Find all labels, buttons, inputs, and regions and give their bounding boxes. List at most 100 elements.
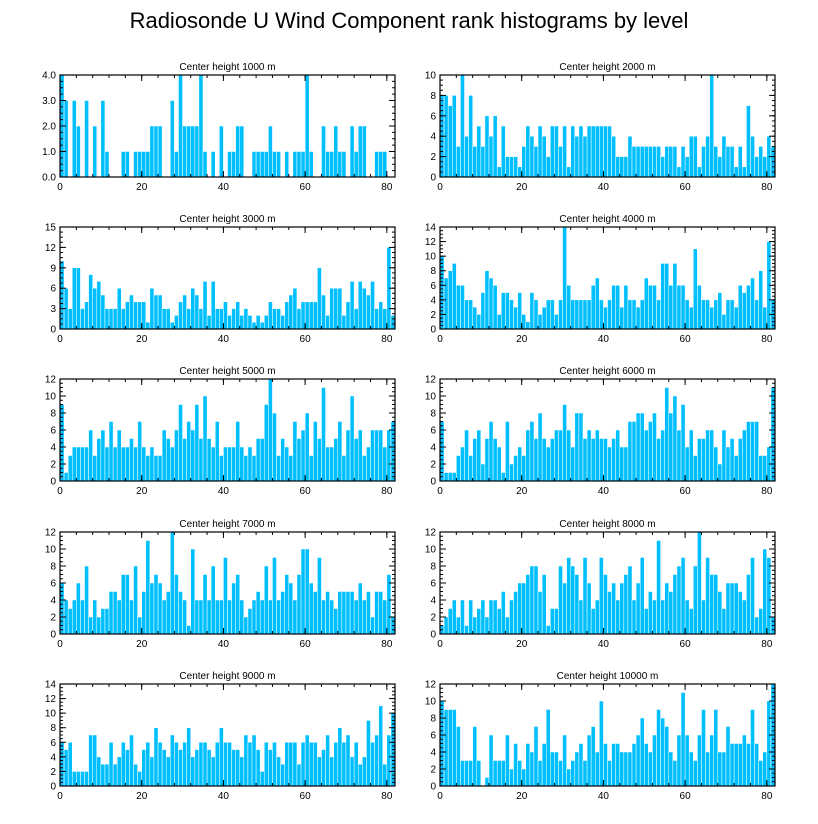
histogram-bar	[157, 294, 163, 330]
histogram-bar	[96, 616, 102, 635]
histogram-bar	[321, 599, 326, 635]
y-tick-label: 4	[50, 752, 56, 763]
histogram-bar	[607, 760, 612, 787]
x-tick-label: 20	[136, 334, 148, 345]
histogram-bar	[680, 146, 686, 178]
histogram-bar	[194, 749, 200, 787]
panel-title: Center height 4000 m	[559, 214, 655, 225]
histogram-bar	[133, 301, 138, 330]
y-tick-label: 2	[430, 765, 436, 776]
histogram-bar	[758, 760, 763, 787]
histogram-bar	[251, 321, 257, 330]
histogram-bar	[149, 446, 155, 482]
histogram-bar	[476, 314, 482, 330]
histogram-bar	[721, 314, 727, 330]
histogram-bar	[631, 146, 637, 178]
histogram-bar	[337, 591, 343, 635]
histogram-bar	[476, 429, 482, 482]
histogram-bar	[746, 743, 751, 787]
histogram-bar	[496, 166, 502, 178]
histogram-bar	[357, 429, 363, 482]
histogram-bar	[292, 421, 298, 482]
histogram-bar	[145, 455, 151, 482]
histogram-bar	[533, 726, 539, 787]
histogram-bar	[468, 455, 473, 482]
histogram-bar	[186, 421, 191, 482]
x-tick-label: 0	[57, 182, 63, 193]
histogram-bar	[157, 582, 163, 635]
histogram-bar	[693, 455, 698, 482]
histogram-bar	[186, 125, 191, 178]
histogram-bar	[325, 315, 330, 330]
histogram-bar	[210, 281, 216, 330]
histogram-bar	[725, 726, 731, 787]
histogram-bar	[623, 156, 629, 178]
histogram-bar	[349, 125, 355, 178]
y-tick-label: 0.0	[42, 173, 56, 184]
histogram-bar	[668, 591, 674, 635]
histogram-bar	[533, 146, 539, 178]
histogram-bar	[762, 548, 768, 635]
histogram-bar	[112, 308, 118, 330]
histogram-bar	[202, 574, 208, 635]
y-tick-label: 10	[45, 545, 57, 556]
x-tick-label: 40	[598, 791, 610, 802]
histogram-bar	[292, 151, 298, 178]
histogram-bar	[382, 308, 388, 330]
y-tick-label: 12	[45, 243, 57, 254]
y-tick-label: 12	[425, 528, 437, 539]
y-tick-label: 4	[50, 443, 56, 454]
histogram-bar	[337, 287, 343, 330]
histogram-bar	[484, 115, 490, 178]
histogram-bar	[550, 125, 555, 178]
histogram-bar	[80, 771, 85, 787]
x-tick-label: 60	[300, 639, 312, 650]
histogram-bar	[676, 734, 682, 787]
histogram-bar	[304, 734, 310, 787]
histogram-bar	[272, 557, 277, 635]
histogram-bar	[545, 446, 551, 482]
histogram-bar	[558, 299, 563, 330]
histogram-bar	[676, 166, 682, 178]
histogram-bar	[733, 582, 739, 635]
histogram-bar	[231, 446, 236, 482]
histogram-bar	[484, 438, 490, 482]
histogram-bar	[382, 763, 388, 787]
histogram-bar	[313, 591, 318, 635]
histogram-bar	[697, 438, 702, 482]
y-tick-label: 4	[430, 443, 436, 454]
histogram-bar	[333, 125, 339, 178]
histogram-bar	[713, 146, 719, 178]
y-tick-label: 4	[430, 596, 436, 607]
histogram-bar	[186, 625, 191, 635]
histogram-bar	[762, 751, 768, 787]
histogram-bar	[521, 582, 527, 635]
histogram-bar	[652, 412, 657, 482]
x-tick-label: 60	[680, 486, 692, 497]
y-tick-label: 8	[430, 409, 436, 420]
histogram-bar	[603, 125, 608, 178]
histogram-bar	[509, 463, 514, 482]
histogram-bar	[284, 574, 290, 635]
histogram-bar	[562, 226, 567, 330]
histogram-bar	[468, 95, 473, 178]
y-tick-label: 6	[430, 111, 436, 122]
histogram-bar	[325, 151, 330, 178]
histogram-bar	[472, 616, 478, 635]
histogram-bar	[599, 125, 604, 178]
histogram-bar	[202, 395, 208, 482]
histogram-bar	[333, 608, 339, 635]
histogram-bar	[239, 756, 245, 787]
histogram-bar	[680, 285, 686, 330]
histogram-bar	[100, 294, 106, 330]
histogram-bar	[737, 438, 743, 482]
histogram-bar	[627, 751, 633, 787]
histogram-bar	[750, 135, 755, 178]
histogram-bar	[174, 151, 179, 178]
histogram-bar	[460, 760, 465, 787]
histogram-bar	[639, 557, 645, 635]
histogram-bar	[476, 608, 482, 635]
x-tick-label: 20	[136, 182, 148, 193]
histogram-bar	[754, 421, 759, 482]
histogram-bar	[92, 599, 98, 635]
